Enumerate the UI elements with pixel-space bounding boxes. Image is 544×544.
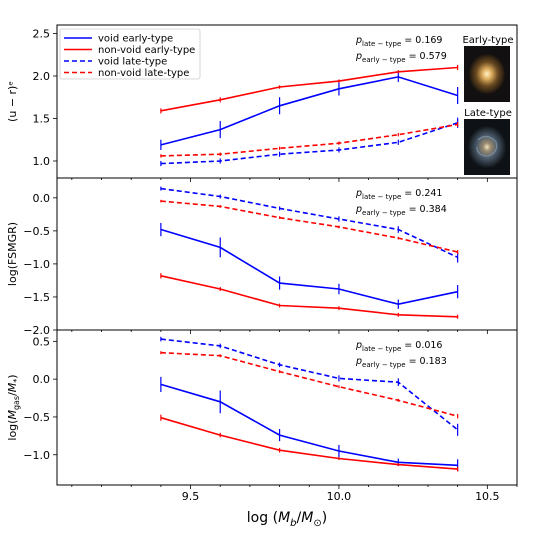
series-line (160, 351, 458, 417)
x-tick-label: 9.5 (182, 490, 200, 503)
p-value-annotation: pearly − type = 0.579 (355, 51, 447, 64)
series-line (160, 66, 458, 112)
spiral-arm-icon (476, 135, 498, 157)
y-tick-label: 0.0 (33, 373, 51, 386)
y-tick-label: 1.0 (33, 155, 51, 168)
panel-frame (56, 177, 518, 331)
series-void-early-type (160, 71, 459, 150)
y-tick-label: 1.5 (33, 113, 51, 126)
series-non-void-late-type (160, 199, 459, 254)
early-type-galaxy-icon (469, 54, 505, 94)
x-tick-label: 10.0 (327, 490, 352, 503)
series-non-void-late-type (160, 121, 459, 158)
series-void-late-type (160, 117, 459, 167)
panel-frame (56, 329, 518, 486)
y-tick-label: −1.5 (23, 291, 50, 304)
legend-entry: non-void early-type (98, 45, 195, 56)
series-line (160, 383, 458, 467)
series-line (160, 275, 458, 318)
series-line (160, 200, 458, 253)
panel-top: 1.0 1.5 2.0 2.5 (u − r)ᵉ plate − type = 0.169… (6, 24, 518, 182)
series-line (160, 76, 458, 146)
y-axis-label: (u − r)ᵉ (6, 81, 19, 122)
early-type-caption: Early-type (462, 35, 513, 46)
series-non-void-early-type (160, 273, 459, 319)
panel-middle: −2.0 −1.5 −1.0 −0.5 0.0 log(FSMGR) plate − typ… (6, 177, 518, 337)
p-value-annotation: plate − type = 0.016 (355, 340, 442, 353)
x-tick-label: 10.5 (475, 490, 500, 503)
series-void-late-type (160, 336, 459, 436)
y-tick-label: 0.0 (33, 192, 51, 205)
y-axis-label: log(FSMGR) (6, 222, 19, 286)
late-type-caption: Late-type (464, 108, 512, 119)
legend-entry: void early-type (98, 34, 173, 45)
series-line (160, 416, 458, 470)
p-value-annotation: pearly − type = 0.384 (355, 204, 447, 217)
p-value-annotation: pearly − type = 0.183 (355, 356, 447, 369)
series-line (160, 228, 458, 306)
y-tick-label: −1.0 (23, 449, 50, 462)
panels: 1.0 1.5 2.0 2.5 (u − r)ᵉ plate − type = 0.169… (6, 24, 518, 489)
series-line (160, 123, 458, 157)
legend-entry: void late-type (98, 57, 167, 68)
y-tick-label: −0.5 (23, 411, 50, 424)
y-axis-label: log(Mgas/M*) (6, 374, 21, 440)
x-axis-label: log (Mb/M⊙) (247, 510, 327, 529)
y-tick-label: 0.5 (33, 335, 51, 348)
legend-box (59, 28, 201, 80)
series-void-early-type (160, 376, 459, 472)
series-non-void-early-type (160, 64, 459, 114)
y-tick-label: −0.5 (23, 225, 50, 238)
y-tick-label: −2.0 (23, 324, 50, 337)
galaxy-thumbnails: Early-type Late-type (462, 35, 514, 175)
series-void-early-type (160, 222, 459, 309)
p-value-annotation: plate − type = 0.169 (355, 35, 442, 48)
y-tick-label: 2.5 (33, 28, 51, 41)
series-line (160, 187, 458, 259)
shared-x-axis: 9.5 10.0 10.5 (182, 490, 500, 503)
series-line (160, 338, 459, 431)
y-tick-label: 2.0 (33, 70, 51, 83)
series-line (160, 122, 458, 165)
series-non-void-early-type (160, 414, 459, 472)
late-type-galaxy-icon (468, 126, 506, 168)
p-value-annotation: plate − type = 0.241 (355, 188, 442, 201)
panel-bottom: −1.0 −0.5 0.0 0.5 log(Mgas/M*) plate − type =… (6, 329, 518, 489)
y-tick-label: −1.0 (23, 258, 50, 271)
series-void-late-type (160, 186, 459, 263)
legend-entry: non-void late-type (98, 68, 189, 79)
series-non-void-late-type (160, 351, 459, 419)
